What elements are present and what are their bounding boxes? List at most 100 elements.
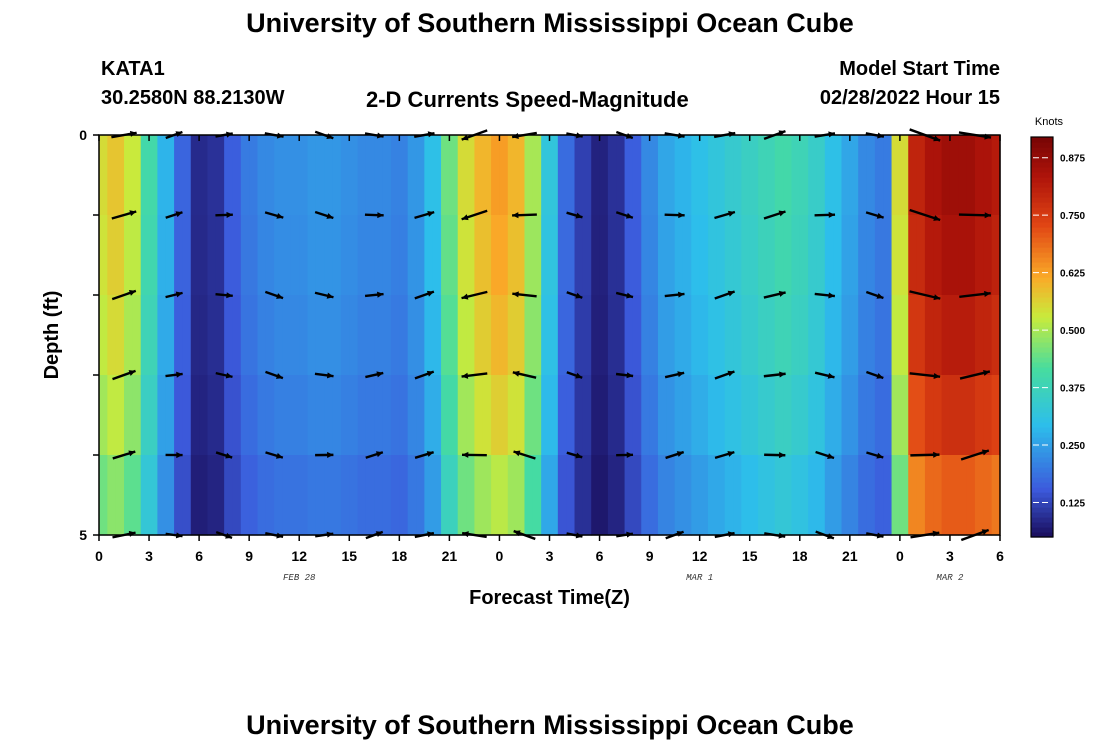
heatmap-cell — [691, 295, 701, 376]
current-arrow-head — [175, 211, 183, 218]
heatmap-cell — [949, 455, 959, 536]
heatmap-cell — [416, 375, 425, 456]
heatmap-cell — [557, 215, 567, 296]
heatmap-cell — [891, 295, 901, 376]
heatmap-cell — [315, 295, 325, 376]
heatmap-cell — [541, 135, 551, 216]
heatmap-cell — [933, 295, 943, 376]
y-tick-label: 5 — [79, 527, 87, 543]
heatmap-cell — [290, 135, 300, 216]
current-arrow-head — [933, 294, 941, 301]
colorbar-cell — [1031, 487, 1053, 493]
heatmap-cell — [290, 295, 300, 376]
heatmap-cell — [733, 215, 742, 296]
heatmap-cell — [491, 215, 501, 296]
current-arrow-head — [326, 213, 334, 219]
heatmap-cell — [307, 215, 317, 296]
heatmap-cell — [591, 135, 601, 216]
current-arrow-head — [626, 292, 634, 299]
heatmap-cell — [107, 215, 117, 296]
heatmap-cell — [157, 135, 167, 216]
heatmap-cell — [941, 375, 951, 456]
heatmap-cell — [582, 375, 592, 456]
heatmap-cell — [983, 375, 993, 456]
heatmap-cell — [207, 455, 217, 536]
current-arrow-head — [176, 371, 183, 378]
heatmap-cell — [224, 455, 234, 536]
heatmap-cell — [758, 375, 768, 456]
heatmap-cell — [390, 455, 400, 536]
heatmap-cell — [224, 295, 234, 376]
heatmap-cell — [966, 135, 976, 216]
heatmap-cell — [407, 455, 417, 536]
colorbar-cell — [1031, 397, 1053, 403]
heatmap-cell — [799, 215, 809, 296]
heatmap-cell — [666, 375, 676, 456]
colorbar-cell — [1031, 507, 1053, 513]
heatmap-cell — [774, 455, 784, 536]
heatmap-cell — [324, 135, 334, 216]
colorbar-tick-label: 0.125 — [1060, 499, 1085, 510]
y-tick-label: 0 — [79, 127, 87, 143]
colorbar-cell — [1031, 292, 1053, 298]
heatmap-cell — [382, 375, 392, 456]
heatmap-cell — [849, 295, 859, 376]
heatmap-cell — [641, 455, 651, 536]
current-arrow-head — [376, 371, 384, 378]
heatmap-cell — [249, 215, 259, 296]
heatmap-cell — [149, 215, 158, 296]
date-label: MAR 1 — [686, 573, 713, 583]
heatmap-cell — [824, 135, 834, 216]
heatmap-cell — [908, 295, 918, 376]
heatmap-cell — [666, 215, 676, 296]
heatmap-cell — [532, 375, 542, 456]
colorbar-cell — [1031, 267, 1053, 273]
heatmap-cell — [357, 375, 367, 456]
heatmap-cell — [290, 375, 300, 456]
heatmap-cell — [649, 135, 659, 216]
heatmap-cell — [783, 375, 793, 456]
heatmap-cell — [866, 455, 876, 536]
heatmap-cell — [974, 215, 984, 296]
heatmap-cell — [616, 375, 626, 456]
heatmap-cell — [841, 215, 851, 296]
heatmap-cell — [541, 375, 551, 456]
heatmap-cell — [374, 135, 384, 216]
colorbar-cell — [1031, 377, 1053, 383]
heatmap-cell — [482, 295, 492, 376]
heatmap-cell — [716, 215, 726, 296]
heatmap-cell — [265, 375, 275, 456]
heatmap-cell — [524, 135, 534, 216]
heatmap-cell — [399, 375, 409, 456]
heatmap-cell — [174, 455, 184, 536]
heatmap-cell — [157, 295, 167, 376]
current-arrow-head — [128, 370, 136, 376]
current-arrow-head — [276, 212, 284, 219]
x-tick-label: 15 — [341, 548, 357, 564]
heatmap-cell — [808, 135, 818, 216]
heatmap-cell — [866, 135, 876, 216]
heatmap-cell — [432, 455, 442, 536]
colorbar-title: Knots — [1035, 116, 1064, 128]
heatmap-cell — [416, 455, 425, 536]
colorbar-tick-label: 0.375 — [1060, 384, 1085, 395]
heatmap-cell — [541, 215, 551, 296]
colorbar-cell — [1031, 452, 1053, 458]
x-tick-label: 21 — [442, 548, 458, 564]
heatmap-cell — [966, 455, 976, 536]
heatmap-cell — [566, 295, 576, 376]
heatmap-cell — [265, 215, 275, 296]
heatmap-cell — [482, 375, 492, 456]
heatmap-cell — [340, 455, 350, 536]
heatmap-cell — [282, 375, 292, 456]
heatmap-cell — [307, 375, 317, 456]
heatmap-cell — [733, 135, 742, 216]
heatmap-cell — [491, 135, 501, 216]
heatmap-cell — [407, 375, 417, 456]
colorbar-cell — [1031, 497, 1053, 503]
heatmap-cell — [908, 375, 918, 456]
heatmap-cell — [315, 135, 325, 216]
heatmap-cell — [632, 215, 642, 296]
heatmap-cell — [207, 375, 217, 456]
colorbar-cell — [1031, 427, 1053, 433]
